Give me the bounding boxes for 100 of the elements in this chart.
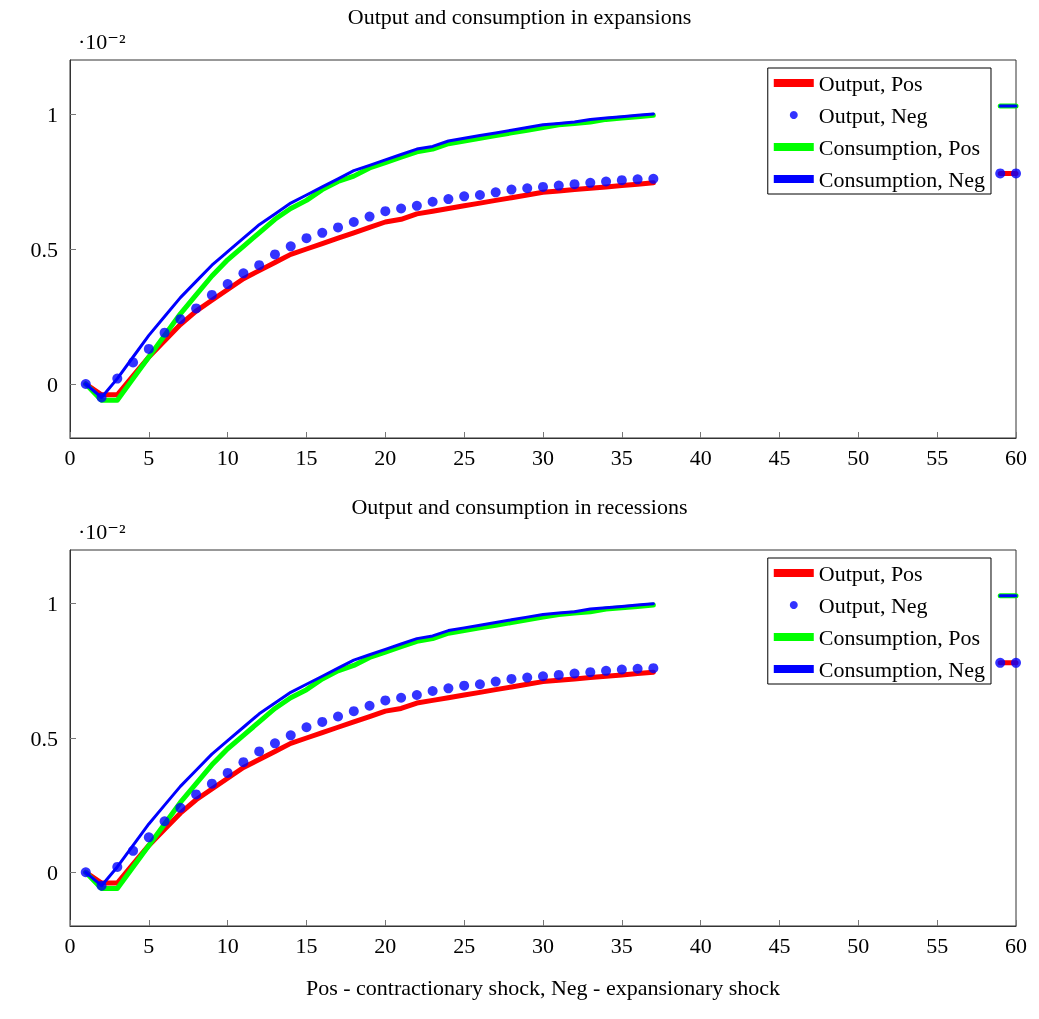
point [616,664,627,675]
point [348,217,359,227]
y-tick-label: 1 [47,101,58,127]
point [254,260,265,271]
point [411,690,422,701]
x-tick-label: 30 [532,932,554,958]
chart-title: Output and consumption in expansions [347,3,692,29]
x-tick-label: 60 [1005,932,1027,958]
x-tick-label: 20 [374,444,397,470]
x-tick-label: 50 [847,932,870,958]
point [191,303,202,314]
point [427,686,438,696]
point [585,177,596,188]
point [648,663,659,674]
x-tick-label: 25 [453,444,476,470]
point [80,867,91,878]
point [459,680,470,691]
legend-label: Consumption, Neg [818,656,986,682]
point [285,241,296,252]
point [301,722,312,733]
point [364,700,375,711]
point [317,227,328,238]
x-tick-label: 25 [453,932,476,958]
point [301,233,312,244]
x-tick-label: 45 [768,932,791,958]
point [522,183,533,194]
legend-label: Consumption, Neg [818,166,986,192]
point [238,268,249,279]
point [143,343,154,354]
point [506,184,517,195]
point [112,861,123,872]
point [490,187,501,198]
x-axis-title: Pos - contractionary shock, Neg - expansionary shock [305,974,781,1000]
x-tick-label: 60 [1005,444,1027,470]
legend-label: Output, Pos [818,560,923,586]
point [333,222,344,233]
point [206,289,217,300]
point [601,176,612,187]
point [175,802,186,813]
point [553,669,564,680]
x-tick-label: 40 [689,932,712,958]
point [128,845,139,856]
point [648,173,659,184]
point [269,249,280,260]
point [238,757,249,768]
y-tick-label: 0 [47,371,58,397]
point [585,667,596,678]
point [333,711,344,722]
point [632,663,643,674]
x-tick-label: 45 [768,444,791,470]
point [569,668,580,679]
point [490,676,501,687]
point [159,816,170,827]
x-tick-label: 10 [216,444,239,470]
point [380,206,391,217]
point [222,279,233,290]
x-tick-label: 10 [216,932,239,958]
point [616,175,627,186]
point [222,767,233,778]
x-tick-label: 40 [689,444,712,470]
point [474,679,485,690]
legend-label: Output, Neg [818,102,928,128]
y-tick-label: 0 [47,859,58,885]
point [427,196,438,207]
x-tick-label: 0 [64,444,76,470]
point [569,179,580,190]
y-tick-label: 0.5 [30,236,58,262]
x-tick-label: 35 [610,932,633,958]
x-tick-label: 50 [847,444,870,470]
point [96,392,107,403]
x-tick-label: 30 [532,444,554,470]
text: ·10⁻² [78,28,126,54]
legend-label: Consumption, Pos [818,624,981,650]
point [443,683,454,694]
x-tick-label: 5 [143,444,155,470]
x-tick-label: 15 [295,932,318,958]
point [206,778,217,789]
legend-label: Output, Neg [818,592,928,618]
x-tick-label: 55 [926,932,949,958]
point [96,880,107,891]
point [380,695,391,706]
point [128,357,139,368]
point [443,194,454,205]
x-tick-label: 15 [295,444,318,470]
point [1011,657,1021,668]
point [522,672,533,683]
point [538,181,548,192]
point [396,692,407,703]
point [191,789,202,800]
point [285,730,296,741]
x-tick-label: 55 [926,444,949,470]
point [143,832,154,843]
x-tick-label: 0 [64,932,76,958]
point [632,174,643,185]
text: ·10⁻² [78,518,126,544]
point [995,168,1006,179]
point [474,190,485,200]
y-tick-label: 1 [47,591,58,617]
point [459,191,470,202]
point [112,373,123,384]
